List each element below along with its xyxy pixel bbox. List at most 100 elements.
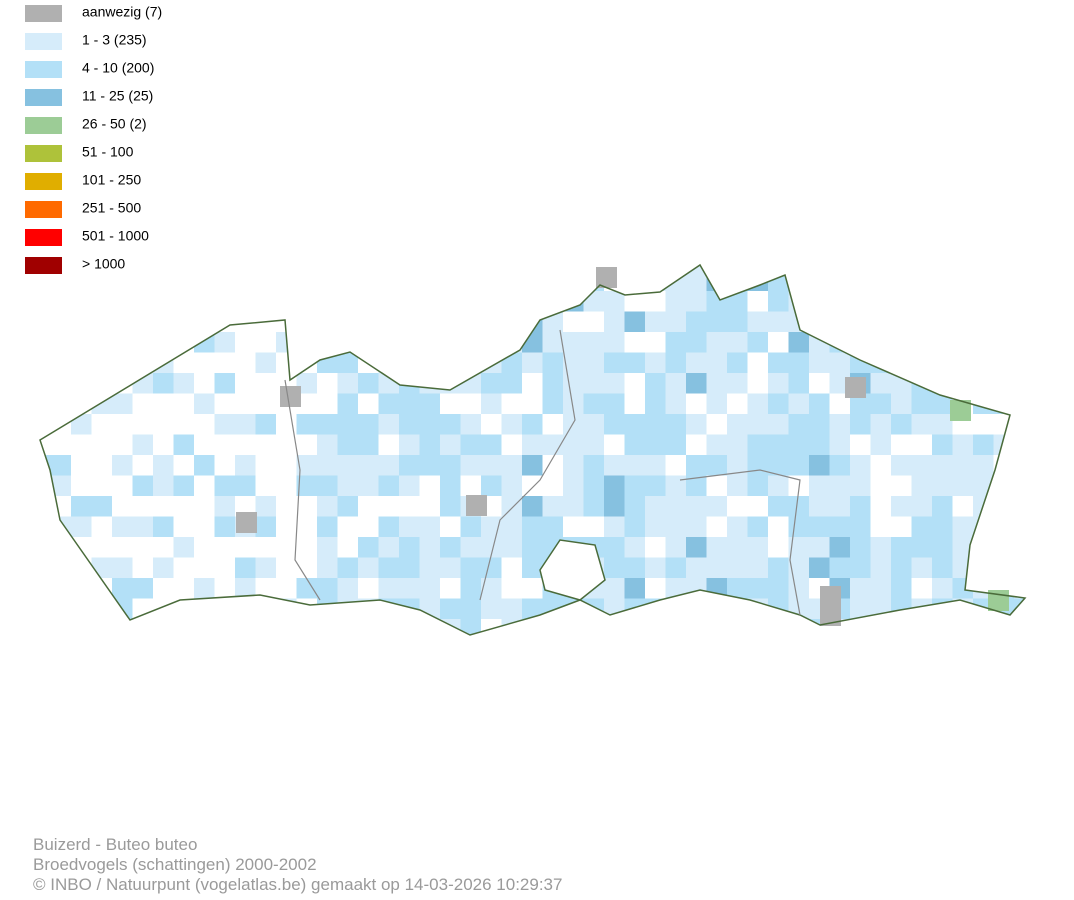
cell bbox=[419, 496, 441, 517]
cell bbox=[481, 640, 502, 661]
cell bbox=[337, 537, 359, 558]
cell bbox=[153, 414, 174, 435]
cell bbox=[235, 414, 256, 435]
cell bbox=[296, 475, 318, 497]
cell bbox=[973, 475, 994, 497]
cell bbox=[809, 265, 830, 271]
cell bbox=[850, 270, 871, 292]
cell bbox=[747, 578, 769, 599]
cell bbox=[1014, 291, 1025, 312]
cell bbox=[112, 311, 133, 333]
cell bbox=[973, 332, 994, 353]
cell bbox=[460, 619, 482, 635]
cell bbox=[583, 311, 605, 333]
cell bbox=[235, 311, 256, 333]
cell bbox=[994, 640, 1015, 661]
cell bbox=[501, 496, 523, 517]
cell bbox=[727, 373, 748, 394]
legend-swatch bbox=[25, 201, 62, 218]
cell bbox=[173, 619, 195, 635]
cell bbox=[871, 640, 892, 661]
cell bbox=[829, 496, 851, 517]
cell bbox=[891, 291, 912, 312]
cell bbox=[604, 619, 625, 635]
cell bbox=[214, 598, 236, 620]
cell bbox=[665, 291, 687, 312]
cell bbox=[40, 496, 51, 517]
cell bbox=[235, 332, 256, 353]
cell bbox=[624, 578, 646, 599]
cell bbox=[71, 393, 92, 415]
cell bbox=[50, 475, 72, 497]
cell bbox=[214, 496, 236, 517]
cell bbox=[501, 434, 523, 456]
cell bbox=[378, 393, 400, 415]
cell bbox=[768, 265, 789, 271]
cell bbox=[255, 475, 277, 497]
cell bbox=[399, 434, 420, 456]
cell bbox=[399, 557, 420, 579]
cell bbox=[645, 557, 666, 579]
cell bbox=[399, 352, 420, 374]
cell bbox=[358, 455, 379, 476]
cell bbox=[235, 393, 256, 415]
cell bbox=[604, 393, 625, 415]
cell bbox=[276, 496, 297, 517]
cell bbox=[604, 434, 625, 456]
cell bbox=[788, 619, 810, 635]
cell bbox=[460, 332, 482, 353]
cell bbox=[91, 332, 113, 353]
cell bbox=[276, 265, 297, 271]
cell bbox=[522, 291, 543, 312]
cell bbox=[358, 619, 379, 635]
cell bbox=[317, 578, 338, 599]
cell bbox=[665, 578, 687, 599]
cell bbox=[645, 619, 666, 635]
cell bbox=[235, 640, 256, 661]
cell bbox=[378, 265, 400, 271]
cell bbox=[973, 640, 994, 661]
cell bbox=[337, 265, 359, 271]
cell bbox=[952, 475, 974, 497]
cell bbox=[788, 332, 810, 353]
cell bbox=[624, 270, 646, 292]
cell bbox=[747, 332, 769, 353]
cell bbox=[153, 619, 174, 635]
cell bbox=[624, 414, 646, 435]
cell bbox=[276, 270, 297, 292]
cell bbox=[788, 557, 810, 579]
cell bbox=[194, 598, 215, 620]
cell bbox=[850, 598, 871, 620]
cell bbox=[1014, 455, 1025, 476]
cell bbox=[91, 537, 113, 558]
cell bbox=[665, 619, 687, 635]
cell bbox=[296, 393, 318, 415]
cell bbox=[358, 537, 379, 558]
cell bbox=[870, 516, 892, 538]
cell bbox=[461, 640, 482, 661]
cell bbox=[40, 578, 51, 599]
cell bbox=[481, 393, 502, 415]
dataset: Broedvogels (schattingen) 2000-2002 bbox=[33, 855, 317, 874]
cell bbox=[460, 352, 482, 374]
cell bbox=[830, 640, 851, 661]
cell bbox=[419, 291, 441, 312]
cell bbox=[419, 352, 441, 374]
cell bbox=[255, 414, 277, 435]
cell bbox=[666, 640, 687, 661]
cell bbox=[91, 311, 113, 333]
cell bbox=[419, 332, 441, 353]
cell bbox=[71, 414, 92, 435]
cell bbox=[214, 578, 236, 599]
cell bbox=[645, 393, 666, 415]
cell bbox=[727, 516, 748, 538]
cell bbox=[788, 393, 810, 415]
cell bbox=[665, 414, 687, 435]
cell bbox=[460, 291, 482, 312]
cell bbox=[235, 352, 256, 374]
cell bbox=[317, 311, 338, 333]
cell bbox=[911, 598, 933, 620]
cell bbox=[276, 352, 297, 374]
cell bbox=[686, 578, 707, 599]
cell bbox=[870, 537, 892, 558]
